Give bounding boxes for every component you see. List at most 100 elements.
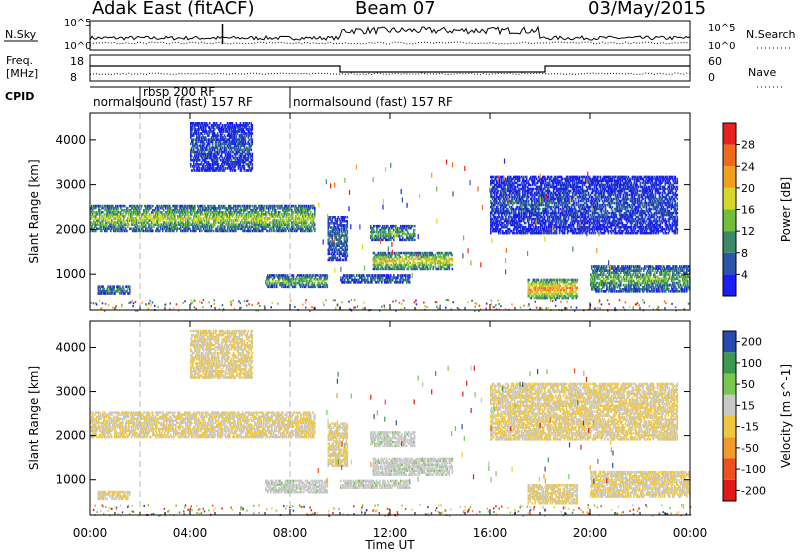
data-cell — [223, 225, 225, 228]
data-cell — [286, 206, 288, 210]
data-cell — [281, 223, 283, 226]
data-cell — [491, 191, 493, 195]
data-cell — [213, 225, 215, 228]
data-cell — [307, 281, 310, 285]
data-cell — [518, 177, 521, 181]
data-cell — [313, 285, 316, 289]
data-cell — [94, 223, 96, 226]
data-cell — [212, 215, 214, 218]
data-cell — [193, 144, 195, 148]
data-cell — [336, 238, 339, 241]
data-cell — [495, 225, 497, 229]
data-cell — [293, 221, 295, 224]
data-cell — [403, 230, 405, 234]
data-cell — [295, 211, 297, 214]
data-cell — [204, 169, 207, 172]
data-cell — [200, 163, 203, 166]
data-cell — [213, 128, 216, 131]
data-cell — [218, 140, 221, 143]
data-cell — [413, 230, 415, 234]
data-cell — [441, 265, 444, 269]
data-cell — [245, 219, 247, 222]
data-cell — [515, 181, 518, 185]
data-cell — [133, 204, 135, 208]
data-cell — [311, 279, 314, 283]
data-cell — [247, 152, 250, 156]
data-cell — [440, 255, 443, 259]
data-cell — [432, 261, 435, 265]
data-cell — [295, 223, 297, 226]
data-cell — [196, 217, 198, 220]
data-cell — [207, 165, 210, 168]
data-cell — [436, 251, 439, 255]
data-cell — [279, 283, 282, 287]
data-cell — [210, 146, 213, 150]
data-cell — [283, 208, 285, 212]
data-cell — [237, 138, 240, 141]
data-cell — [510, 195, 513, 199]
data-cell — [171, 208, 173, 212]
data-cell — [105, 223, 107, 226]
data-cell — [244, 229, 246, 233]
data-cell — [208, 165, 211, 168]
data-cell — [199, 124, 202, 127]
data-cell — [336, 226, 339, 229]
data-cell — [246, 148, 249, 152]
data-cell — [276, 281, 279, 285]
data-cell — [494, 201, 496, 205]
data-cell — [122, 229, 124, 233]
noise-sky-label: N.Sky — [5, 28, 37, 41]
data-cell — [340, 278, 342, 282]
data-cell — [302, 283, 305, 287]
data-cell — [278, 283, 281, 287]
data-cell — [283, 219, 285, 222]
data-cell — [157, 227, 159, 231]
data-cell — [125, 223, 127, 226]
data-cell — [198, 219, 200, 222]
data-cell — [310, 206, 312, 210]
data-cell — [204, 219, 206, 222]
data-cell — [369, 274, 371, 277]
data-cell — [395, 230, 397, 234]
data-cell — [103, 223, 105, 226]
data-cell — [387, 280, 389, 284]
data-cell — [439, 255, 442, 259]
data-cell — [427, 259, 430, 263]
data-cell — [298, 227, 300, 231]
data-cell — [442, 265, 445, 269]
data-cell — [199, 140, 202, 143]
data-cell — [292, 285, 295, 289]
data-cell — [156, 213, 158, 216]
data-cell — [511, 203, 514, 207]
data-cell — [518, 179, 521, 183]
data-cell — [251, 221, 253, 224]
data-cell — [340, 226, 343, 229]
data-cell — [243, 215, 245, 218]
data-cell — [377, 224, 379, 228]
data-cell — [205, 156, 208, 160]
data-cell — [298, 208, 300, 212]
data-cell — [118, 287, 120, 291]
data-cell — [214, 167, 217, 170]
data-cell — [283, 211, 285, 214]
data-cell — [331, 220, 334, 223]
data-cell — [302, 225, 304, 228]
data-cell — [276, 204, 278, 208]
data-cell — [492, 207, 494, 211]
data-cell — [231, 169, 234, 172]
data-cell — [440, 257, 443, 261]
data-cell — [338, 224, 341, 227]
data-cell — [260, 217, 262, 220]
data-cell — [153, 211, 155, 214]
data-cell — [374, 230, 376, 234]
data-cell — [511, 195, 514, 199]
data-cell — [508, 201, 510, 205]
data-cell — [124, 208, 126, 212]
data-cell — [502, 223, 504, 227]
data-cell — [342, 280, 344, 284]
data-cell — [193, 160, 195, 164]
data-cell — [196, 227, 198, 231]
data-cell — [284, 206, 286, 210]
data-cell — [396, 257, 399, 261]
data-cell — [492, 189, 494, 193]
